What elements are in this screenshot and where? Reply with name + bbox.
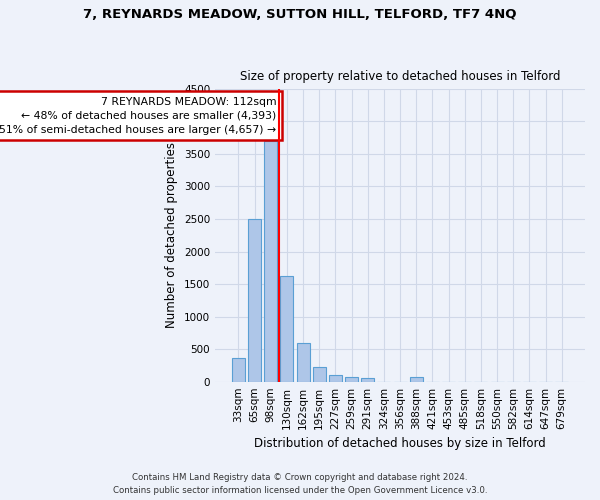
Bar [280, 276, 293, 382]
Title: Size of property relative to detached houses in Telford: Size of property relative to detached ho… [240, 70, 560, 84]
Bar [313, 366, 326, 382]
Text: Contains HM Land Registry data © Crown copyright and database right 2024.
Contai: Contains HM Land Registry data © Crown c… [113, 474, 487, 495]
Bar [410, 377, 422, 382]
Bar [264, 141, 277, 382]
Text: 7, REYNARDS MEADOW, SUTTON HILL, TELFORD, TF7 4NQ: 7, REYNARDS MEADOW, SUTTON HILL, TELFORD… [83, 8, 517, 20]
X-axis label: Distribution of detached houses by size in Telford: Distribution of detached houses by size … [254, 437, 546, 450]
Bar [329, 374, 342, 382]
Bar [361, 378, 374, 382]
Bar [232, 358, 245, 382]
Bar [248, 219, 261, 382]
Y-axis label: Number of detached properties: Number of detached properties [166, 142, 178, 328]
Bar [345, 377, 358, 382]
Text: 7 REYNARDS MEADOW: 112sqm
← 48% of detached houses are smaller (4,393)
51% of se: 7 REYNARDS MEADOW: 112sqm ← 48% of detac… [0, 96, 277, 134]
Bar [296, 344, 310, 382]
